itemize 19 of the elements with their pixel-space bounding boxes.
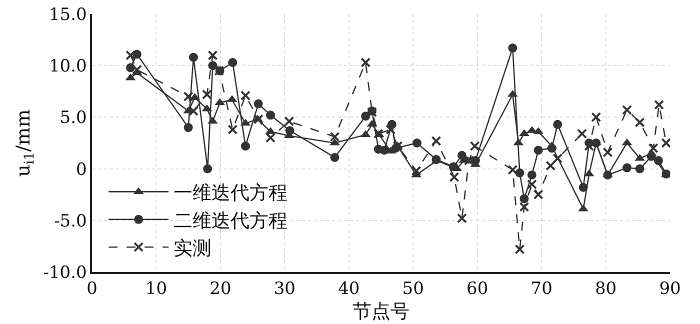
x-tick-label: 70 — [530, 279, 552, 300]
y-tick-label: 0 — [76, 160, 87, 180]
y-tick-label: 5.0 — [60, 108, 87, 128]
legend-label: 一维迭代方程 — [174, 182, 288, 204]
legend-label: 二维迭代方程 — [174, 210, 288, 232]
y-tick-label: 10.0 — [48, 56, 87, 77]
x-tick-label: 20 — [210, 279, 232, 300]
x-tick-label: 30 — [274, 279, 296, 300]
x-axis-title: 节点号 — [352, 300, 410, 322]
x-tick-label: 40 — [338, 279, 360, 300]
x-tick-label: 60 — [466, 279, 488, 300]
x-tick-label: 80 — [594, 279, 617, 300]
y-tick-label: 15.0 — [48, 4, 87, 25]
y-tick-label: -10.0 — [43, 262, 87, 283]
y-tick-label: -5.0 — [54, 211, 87, 232]
legend-label: 实测 — [174, 238, 212, 260]
x-tick-label: 50 — [402, 279, 424, 300]
x-tick-label: 90 — [659, 279, 681, 300]
x-tick-label: 10 — [145, 279, 168, 300]
